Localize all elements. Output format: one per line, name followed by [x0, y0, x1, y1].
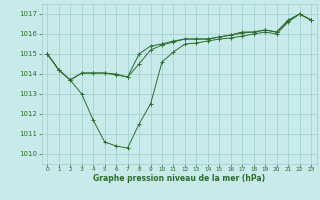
X-axis label: Graphe pression niveau de la mer (hPa): Graphe pression niveau de la mer (hPa) [93, 174, 265, 183]
